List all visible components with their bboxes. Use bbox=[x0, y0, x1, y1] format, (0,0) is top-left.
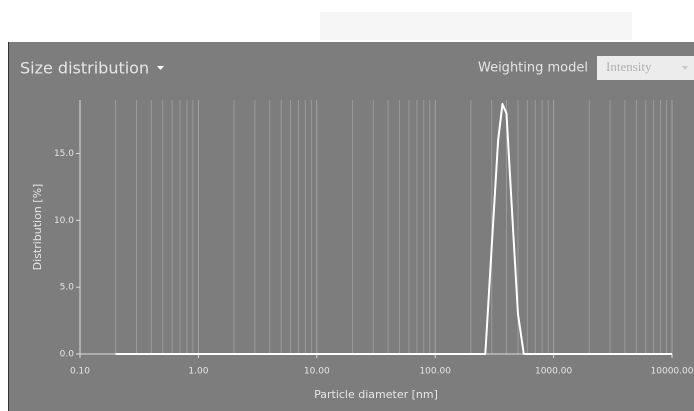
y-tick-label: 15.0 bbox=[54, 149, 74, 159]
weighting-dropdown[interactable] bbox=[597, 56, 694, 80]
y-tick-label: 10.0 bbox=[54, 216, 74, 226]
weighting-label: Weighting model bbox=[478, 61, 588, 76]
dropdown-arrow[interactable] bbox=[157, 66, 164, 70]
dropdown-arrow[interactable] bbox=[682, 66, 688, 70]
panel-title[interactable]: Size distribution bbox=[20, 59, 149, 78]
x-axis-label: Particle diameter [nm] bbox=[314, 388, 438, 401]
top-box bbox=[320, 12, 632, 40]
x-tick-label: 10.00 bbox=[304, 367, 330, 377]
x-tick-label: 10000.00 bbox=[651, 367, 694, 377]
x-tick-label: 1000.00 bbox=[535, 367, 572, 377]
weighting-value[interactable]: Intensity bbox=[606, 59, 652, 74]
x-tick-label: 100.00 bbox=[419, 367, 451, 377]
x-tick-label: 0.10 bbox=[70, 367, 90, 377]
panel bbox=[8, 42, 694, 411]
x-tick-label: 1.00 bbox=[188, 367, 208, 377]
line bbox=[115, 103, 672, 355]
y-axis-label: Distribution [%] bbox=[31, 184, 44, 271]
y-tick-label: 5.0 bbox=[60, 283, 75, 293]
y-tick-label: 0.0 bbox=[60, 350, 75, 360]
